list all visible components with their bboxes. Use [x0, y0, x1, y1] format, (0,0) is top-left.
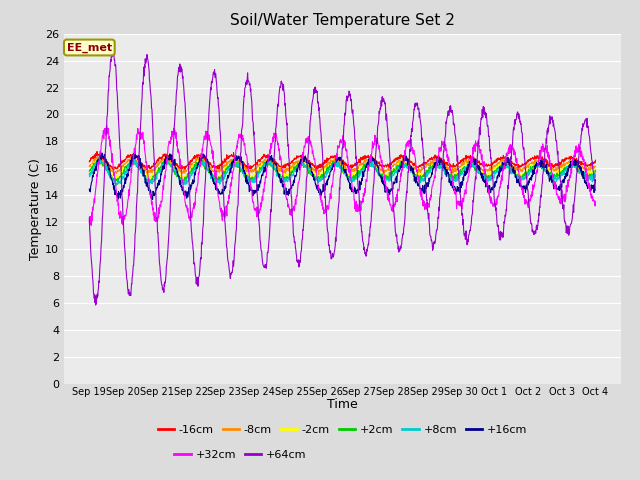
+8cm [199, 162, 207, 168]
+32cm [591, 198, 599, 204]
Line: +2cm: +2cm [90, 160, 595, 183]
+64cm [488, 162, 495, 168]
-16cm [591, 157, 599, 163]
-8cm [143, 173, 150, 179]
Line: +64cm: +64cm [90, 49, 595, 305]
+32cm [199, 148, 207, 154]
+8cm [186, 172, 194, 178]
+8cm [421, 175, 429, 180]
+32cm [255, 210, 263, 216]
+32cm [488, 195, 495, 201]
+8cm [97, 156, 104, 162]
+2cm [532, 163, 540, 168]
-16cm [421, 159, 429, 165]
-16cm [255, 156, 263, 162]
Line: +8cm: +8cm [90, 159, 595, 185]
Line: +16cm: +16cm [90, 153, 595, 199]
+2cm [199, 158, 207, 164]
-8cm [591, 164, 599, 169]
-8cm [255, 162, 263, 168]
+64cm [92, 302, 99, 308]
+32cm [421, 205, 429, 211]
+32cm [532, 169, 540, 175]
+2cm [421, 172, 429, 178]
+2cm [255, 170, 263, 176]
+64cm [86, 215, 93, 221]
+16cm [488, 185, 495, 191]
-2cm [210, 178, 218, 183]
+16cm [86, 187, 93, 192]
-2cm [488, 172, 495, 178]
-2cm [421, 168, 429, 173]
Text: EE_met: EE_met [67, 42, 112, 53]
-2cm [255, 166, 263, 172]
+2cm [126, 157, 134, 163]
+16cm [199, 155, 207, 161]
+16cm [148, 196, 156, 202]
+32cm [86, 218, 93, 224]
-8cm [93, 154, 101, 160]
Legend: +32cm, +64cm: +32cm, +64cm [170, 445, 311, 464]
-16cm [488, 161, 495, 167]
+64cm [421, 177, 429, 182]
Y-axis label: Temperature (C): Temperature (C) [29, 158, 42, 260]
-8cm [421, 165, 429, 170]
+64cm [199, 229, 207, 235]
+16cm [255, 184, 263, 190]
+2cm [186, 170, 194, 176]
-2cm [95, 156, 103, 162]
-2cm [532, 164, 540, 170]
+16cm [591, 177, 599, 183]
-2cm [591, 165, 599, 170]
-16cm [109, 168, 116, 173]
+2cm [115, 180, 122, 186]
+64cm [108, 47, 115, 52]
-16cm [186, 158, 194, 164]
-8cm [199, 158, 207, 164]
+2cm [591, 168, 599, 174]
-8cm [532, 158, 540, 164]
-16cm [532, 154, 540, 159]
+2cm [86, 168, 93, 174]
+64cm [591, 187, 599, 193]
Line: -2cm: -2cm [90, 159, 595, 180]
Line: +32cm: +32cm [90, 125, 595, 225]
X-axis label: Time: Time [327, 398, 358, 411]
+32cm [186, 218, 194, 224]
-2cm [198, 159, 206, 165]
+32cm [88, 222, 95, 228]
Line: -16cm: -16cm [90, 152, 595, 170]
+64cm [186, 206, 194, 212]
Title: Soil/Water Temperature Set 2: Soil/Water Temperature Set 2 [230, 13, 455, 28]
-2cm [186, 167, 194, 173]
+32cm [102, 122, 110, 128]
-8cm [86, 164, 93, 169]
-16cm [93, 149, 101, 155]
+8cm [591, 172, 599, 178]
+8cm [488, 177, 495, 183]
+64cm [255, 222, 263, 228]
+16cm [532, 163, 540, 168]
+2cm [488, 174, 495, 180]
+8cm [86, 171, 93, 177]
-8cm [488, 164, 495, 170]
-2cm [86, 170, 93, 176]
+8cm [255, 170, 263, 176]
-16cm [199, 152, 207, 157]
-16cm [86, 159, 93, 165]
+64cm [532, 227, 540, 233]
+8cm [112, 182, 120, 188]
-8cm [186, 165, 194, 171]
+16cm [421, 181, 429, 187]
+16cm [186, 182, 194, 188]
Line: -8cm: -8cm [90, 157, 595, 176]
+8cm [532, 165, 540, 170]
+16cm [98, 150, 106, 156]
